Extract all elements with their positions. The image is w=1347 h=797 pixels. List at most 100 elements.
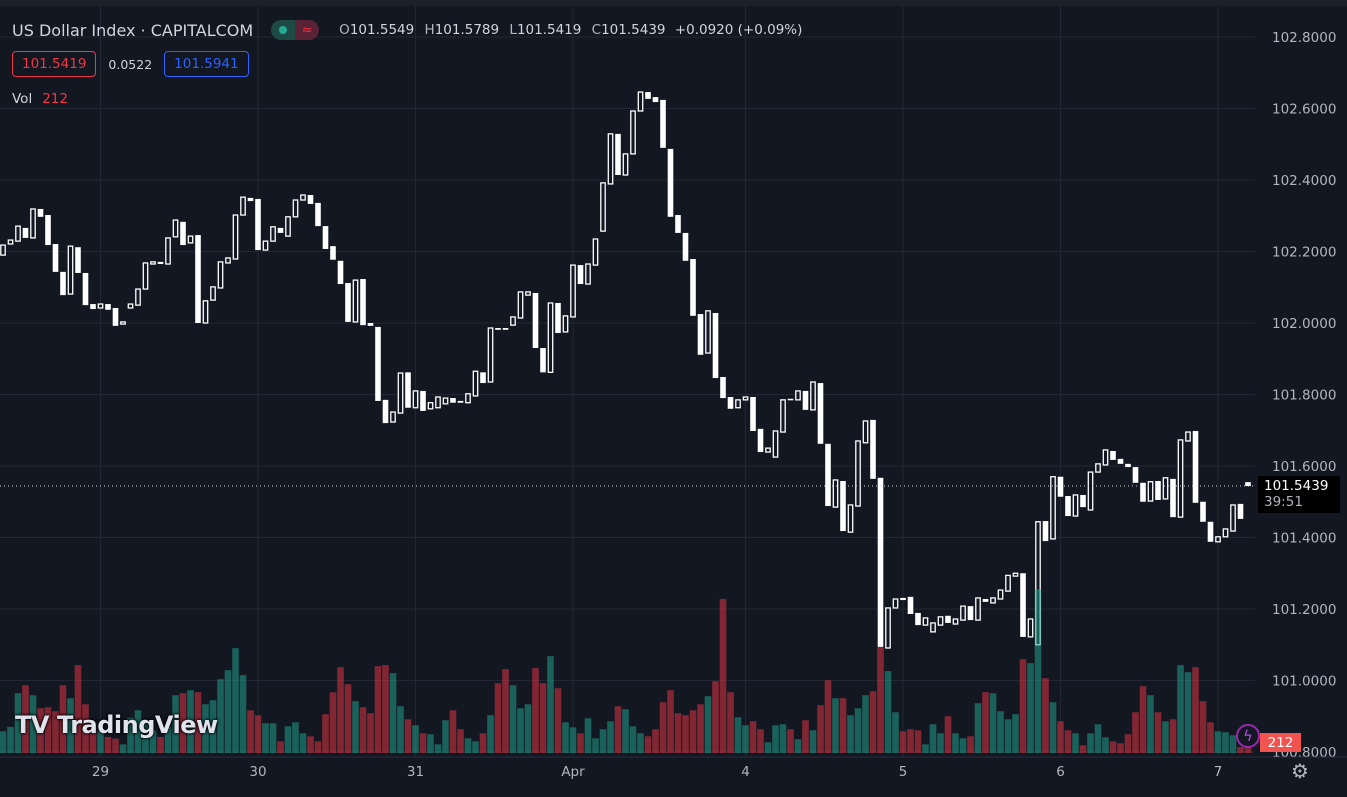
x-tick-label: 4 xyxy=(741,764,750,780)
lightning-icon[interactable]: ϟ xyxy=(1236,724,1260,748)
volume-bar xyxy=(89,723,97,753)
volume-bar xyxy=(37,708,44,753)
volume-bar xyxy=(1049,702,1057,753)
x-tick-label: 29 xyxy=(92,764,109,780)
gear-icon[interactable]: ⚙ xyxy=(1291,759,1309,783)
volume-bar xyxy=(779,724,787,753)
candle xyxy=(120,321,126,325)
candle xyxy=(772,430,779,458)
candle xyxy=(967,606,974,621)
volume-bar xyxy=(839,698,847,753)
spread-value: 0.0522 xyxy=(108,56,153,72)
volume-bar xyxy=(352,701,359,753)
candle xyxy=(262,240,269,251)
volume-bar xyxy=(1124,734,1132,753)
volume-bar xyxy=(802,720,809,753)
volume-bar xyxy=(637,733,644,753)
volume-bar xyxy=(397,706,404,753)
volume-bar xyxy=(907,729,914,753)
volume-bar xyxy=(427,734,434,753)
volume-bar xyxy=(472,741,479,753)
candle xyxy=(660,99,666,148)
buy-button[interactable]: 101.5941 xyxy=(164,51,249,77)
volume-bar xyxy=(337,667,344,753)
volume-bar xyxy=(922,744,929,753)
volume-bar xyxy=(202,704,209,753)
volume-bar xyxy=(449,710,457,753)
volume-bar xyxy=(652,729,659,753)
volume-bar xyxy=(1094,724,1102,753)
candle xyxy=(742,396,749,401)
candle xyxy=(937,616,944,626)
candle xyxy=(802,390,809,410)
bid-ask-row: 101.5419 0.0522 101.5941 xyxy=(12,51,249,77)
candle xyxy=(337,260,344,285)
volume-bar xyxy=(254,715,262,753)
sell-button[interactable]: 101.5419 xyxy=(12,51,97,77)
candle xyxy=(225,257,231,264)
volume-bar xyxy=(547,656,554,753)
candle xyxy=(142,262,149,290)
volume-bar xyxy=(502,669,509,753)
volume-bar xyxy=(914,730,922,753)
volume-legend: Vol 212 xyxy=(12,91,68,107)
candle xyxy=(1215,536,1221,543)
candle xyxy=(862,420,869,444)
volume-bar xyxy=(487,715,494,753)
candle xyxy=(930,622,936,633)
candle xyxy=(382,399,389,424)
candle xyxy=(847,504,854,533)
candle xyxy=(150,261,156,265)
volume-bar xyxy=(1079,745,1087,753)
candle xyxy=(30,208,36,239)
candle xyxy=(817,383,824,444)
y-tick-label: 102.4000 xyxy=(1272,173,1336,189)
volume-bar xyxy=(952,733,959,753)
volume-bar xyxy=(479,733,487,753)
candle xyxy=(952,618,959,625)
candle xyxy=(900,597,906,601)
candle xyxy=(675,215,681,233)
volume-bar xyxy=(742,725,749,753)
volume-bar xyxy=(1064,730,1072,753)
status-pill[interactable]: ≈ xyxy=(271,20,320,40)
volume-label[interactable]: Vol xyxy=(12,91,33,107)
volume-bar xyxy=(712,681,719,753)
candle xyxy=(67,245,74,295)
candle xyxy=(157,261,164,265)
candle xyxy=(1185,431,1191,442)
volume-bar xyxy=(847,715,854,753)
candle xyxy=(97,303,104,309)
volume-bar xyxy=(727,692,734,753)
symbol-title[interactable]: US Dollar Index · CAPITALCOM xyxy=(12,20,254,40)
volume-bar xyxy=(1004,719,1012,753)
candle xyxy=(360,279,366,326)
volume-bar xyxy=(1034,589,1042,753)
volume-bar xyxy=(134,710,142,753)
volume-bar xyxy=(52,711,59,753)
close-label: C xyxy=(591,22,602,38)
volume-bar xyxy=(584,718,592,753)
volume-bar xyxy=(239,675,247,753)
bar-countdown: 39:51 xyxy=(1264,494,1303,510)
volume-bar xyxy=(1154,712,1162,753)
candle xyxy=(450,398,456,403)
candle xyxy=(420,390,426,411)
candle xyxy=(345,282,351,322)
volume-bar xyxy=(644,736,652,753)
candle xyxy=(495,328,501,330)
volume-bar xyxy=(899,731,907,753)
candle xyxy=(810,381,816,411)
candle xyxy=(127,303,134,309)
candle xyxy=(945,615,951,623)
candle xyxy=(787,398,794,401)
volume-bar xyxy=(442,720,449,753)
volume-bar xyxy=(524,704,532,753)
volume-bar xyxy=(217,679,224,753)
tradingview-logo[interactable]: TV TradingView xyxy=(15,711,218,739)
candle xyxy=(960,605,966,621)
low-value: 101.5419 xyxy=(516,22,582,38)
volume-bar xyxy=(517,708,524,753)
candle xyxy=(592,238,599,266)
